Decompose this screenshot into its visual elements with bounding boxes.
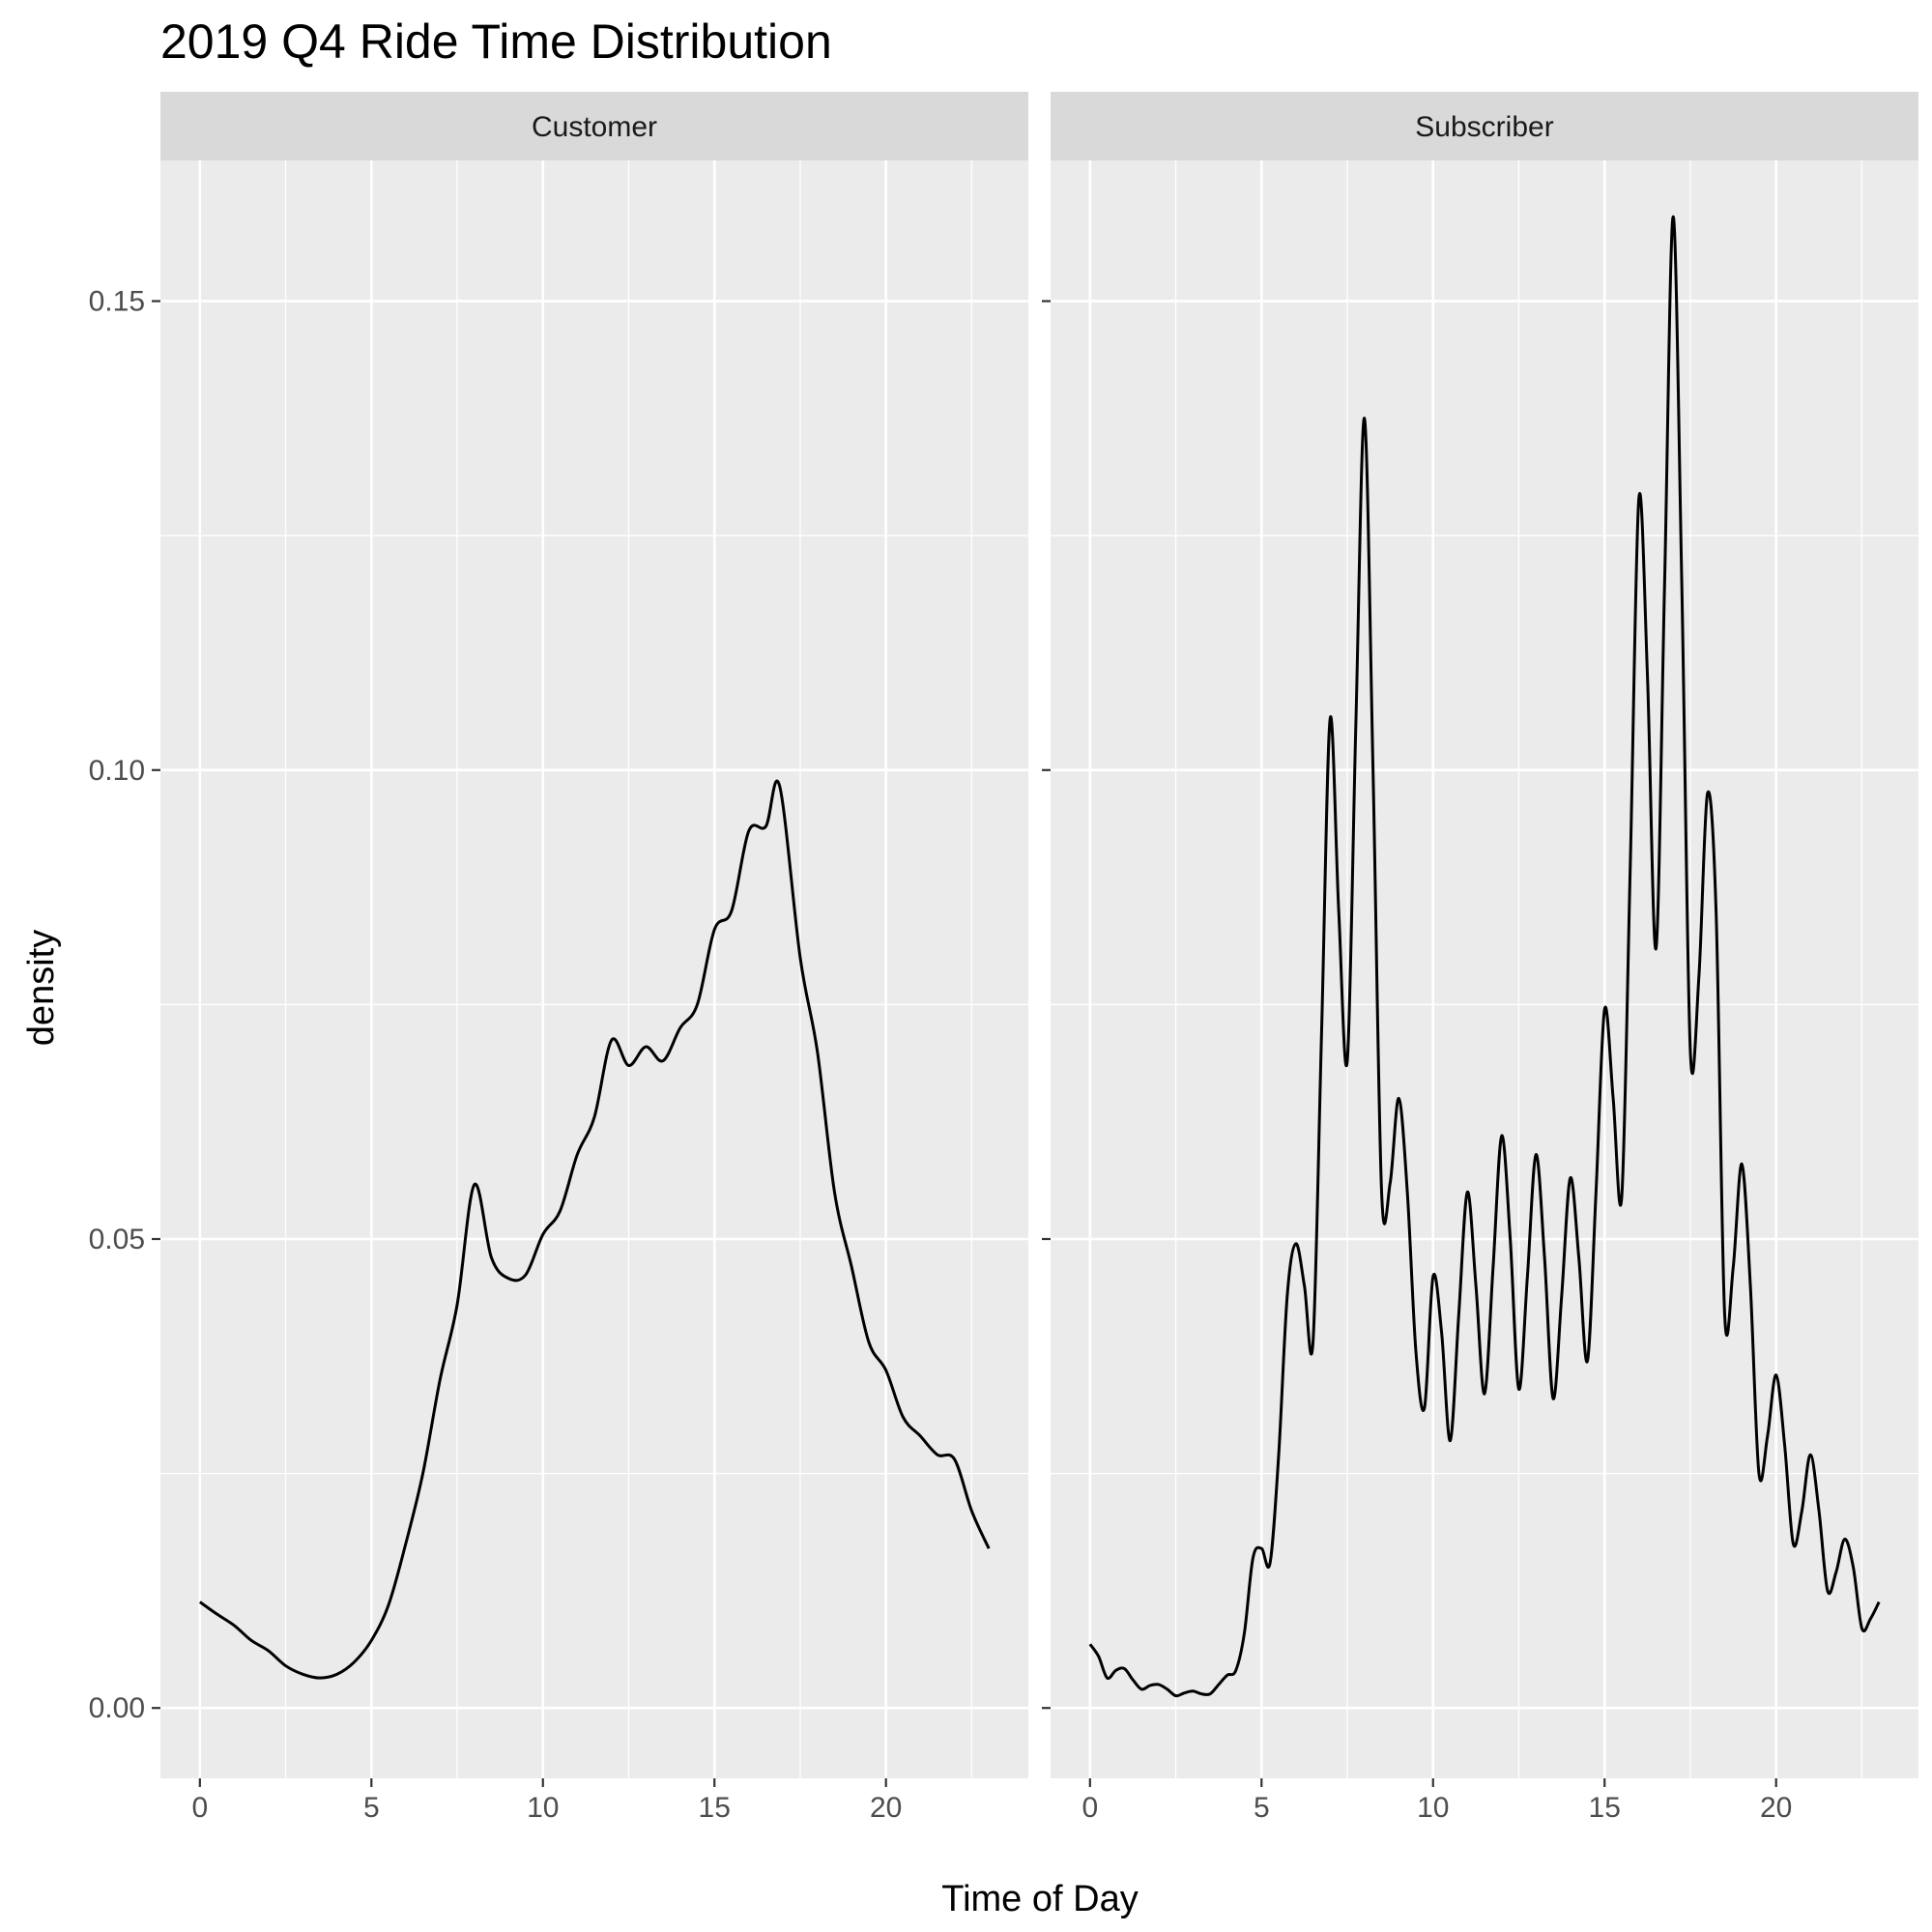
facet-panel: Customer 0 5 10 15 20 0.00 0.05 0.10 0.15 bbox=[89, 92, 1028, 1824]
y-axis-title: density bbox=[21, 930, 62, 1046]
facet-panel: Subscriber 0 5 10 15 20 bbox=[1042, 92, 1918, 1824]
density-line-subscriber bbox=[1088, 215, 1881, 1698]
chart-title: 2019 Q4 Ride Time Distribution bbox=[160, 14, 832, 69]
x-tick-label: 15 bbox=[699, 1792, 731, 1824]
facet-strip-label: Subscriber bbox=[1415, 111, 1553, 143]
x-tick-label: 15 bbox=[1589, 1792, 1621, 1824]
x-tick-label: 20 bbox=[1760, 1792, 1792, 1824]
panel-background bbox=[1051, 160, 1918, 1778]
facet-strip-label: Customer bbox=[532, 111, 657, 143]
x-tick-label: 5 bbox=[1254, 1792, 1270, 1824]
x-tick-label: 20 bbox=[870, 1792, 902, 1824]
panel-background bbox=[160, 160, 1028, 1778]
x-tick-label: 0 bbox=[191, 1792, 208, 1824]
x-tick-label: 0 bbox=[1081, 1792, 1098, 1824]
x-tick-label: 5 bbox=[363, 1792, 380, 1824]
facet-strip bbox=[160, 92, 1028, 160]
facet-strip bbox=[1051, 92, 1918, 160]
y-tick-label: 0.00 bbox=[89, 1692, 145, 1724]
x-tick-label: 10 bbox=[1417, 1792, 1449, 1824]
density-line-customer bbox=[198, 779, 991, 1680]
y-tick-label: 0.10 bbox=[89, 755, 145, 787]
x-axis-title: Time of Day bbox=[941, 1879, 1138, 1919]
y-tick-label: 0.05 bbox=[89, 1224, 145, 1255]
y-tick-label: 0.15 bbox=[89, 286, 145, 318]
x-tick-label: 10 bbox=[527, 1792, 559, 1824]
